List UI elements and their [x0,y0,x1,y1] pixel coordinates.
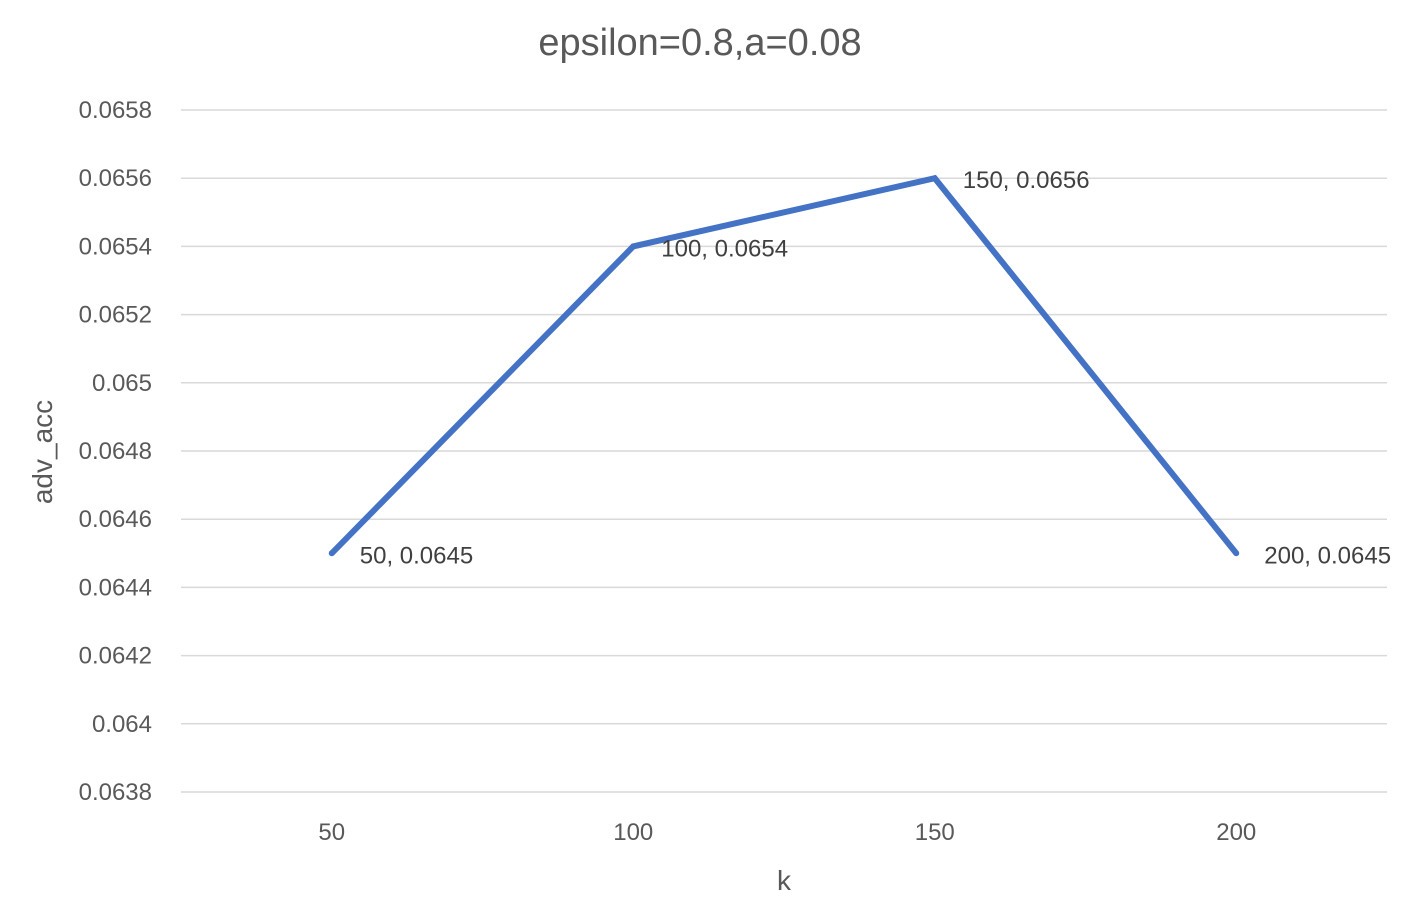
x-axis-label: k [777,865,792,896]
y-tick-label: 0.0658 [79,97,152,124]
data-label: 50, 0.0645 [360,542,473,569]
data-point [328,550,335,557]
y-tick-label: 0.0644 [79,574,152,601]
data-point [931,175,938,182]
y-axis-label: adv_acc [27,400,58,504]
x-axis-ticks: 50 100 150 200 [318,819,1256,846]
x-tick-label: 100 [613,819,653,846]
y-tick-label: 0.0646 [79,506,152,533]
y-tick-label: 0.0638 [79,779,152,806]
data-label: 100, 0.0654 [661,235,788,262]
y-tick-label: 0.0656 [79,165,152,192]
x-tick-label: 150 [915,819,955,846]
y-tick-label: 0.0654 [79,233,152,260]
y-tick-label: 0.065 [92,370,152,397]
y-tick-label: 0.0648 [79,438,152,465]
data-point [630,243,637,250]
data-label: 150, 0.0656 [963,167,1090,194]
x-tick-label: 200 [1216,819,1256,846]
series-layer [328,174,1240,557]
series-line [329,174,1239,556]
data-labels: 50, 0.0645 100, 0.0654 150, 0.0656 200, 0.0… [360,167,1391,569]
y-tick-label: 0.0642 [79,643,152,670]
x-tick-label: 50 [318,819,345,846]
data-label: 200, 0.0645 [1264,542,1391,569]
gridlines [181,109,1387,793]
chart-title: epsilon=0.8,a=0.08 [538,22,861,64]
y-tick-label: 0.0652 [79,302,152,329]
y-tick-label: 0.064 [92,711,152,738]
y-axis-ticks: 0.0658 0.0656 0.0654 0.0652 0.065 0.0648 0.064… [79,97,152,806]
data-point [1233,550,1240,557]
